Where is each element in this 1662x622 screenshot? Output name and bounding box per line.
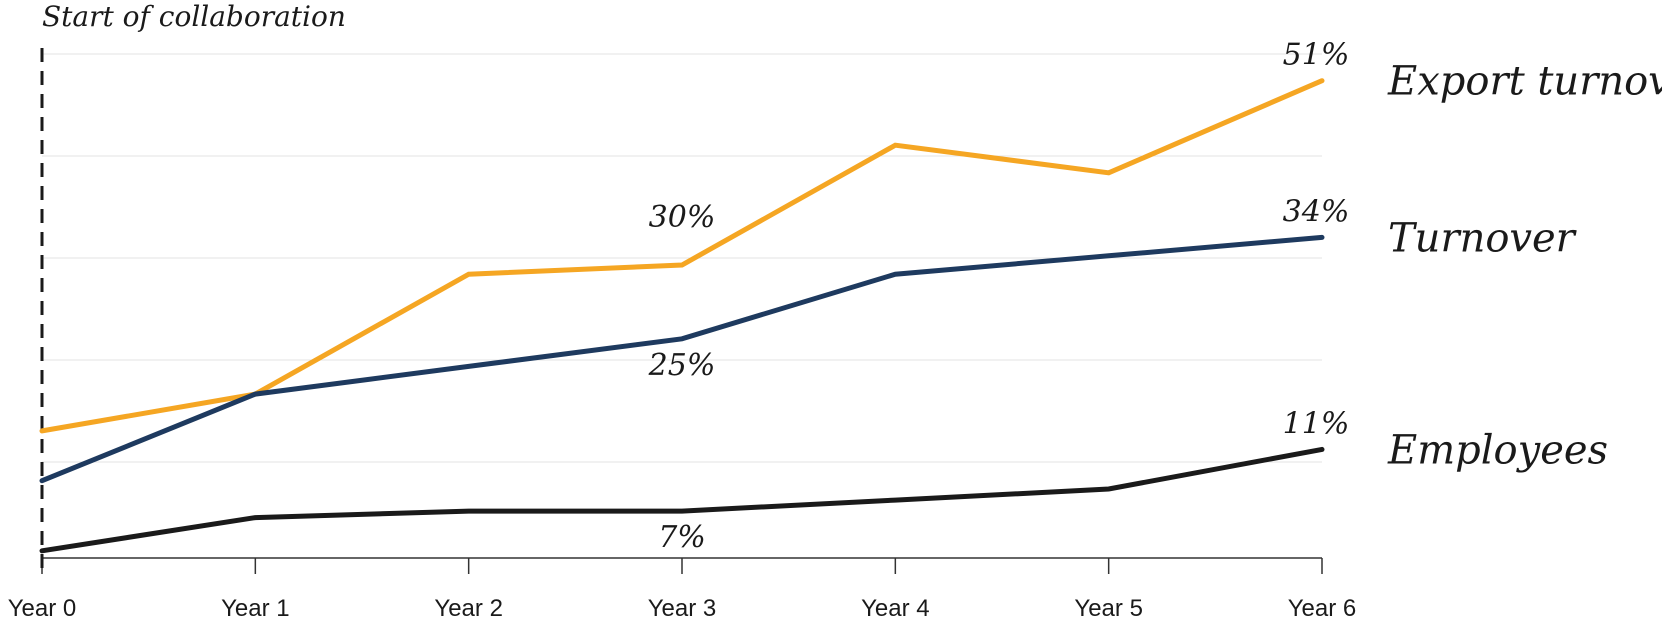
series-line-employees xyxy=(39,446,1325,554)
series-name-labels: Export turnover Turnover Employees xyxy=(1387,59,1662,474)
value-label: 11% xyxy=(1283,406,1350,441)
x-tick-labels: Year 0 Year 1 Year 2 Year 3 Year 4 Year 5 Year… xyxy=(8,595,1357,622)
value-label: 51% xyxy=(1283,38,1350,73)
x-tick-label: Year 5 xyxy=(1074,595,1143,622)
start-of-collaboration-label: Start of collaboration xyxy=(42,0,346,33)
x-tick-label: Year 6 xyxy=(1288,595,1357,622)
value-label: 30% xyxy=(649,200,716,235)
series-name-label: Employees xyxy=(1387,427,1608,473)
x-tick-label: Year 2 xyxy=(434,595,503,622)
value-label: 25% xyxy=(648,348,716,383)
gridlines xyxy=(42,53,1322,463)
series-name-label: Export turnover xyxy=(1387,59,1662,105)
series-line-turnover xyxy=(39,234,1325,484)
x-axis xyxy=(41,557,1323,574)
value-label: 7% xyxy=(658,520,706,555)
x-tick-label: Year 3 xyxy=(648,595,717,622)
series-lines xyxy=(39,78,1325,554)
series-name-label: Turnover xyxy=(1388,215,1578,261)
x-tick-label: Year 4 xyxy=(861,595,930,622)
value-labels: 30% 51% 25% 34% 7% 11% xyxy=(648,38,1350,555)
value-label: 34% xyxy=(1283,194,1350,229)
x-tick-label: Year 1 xyxy=(221,595,290,622)
x-tick-label: Year 0 xyxy=(8,595,77,622)
